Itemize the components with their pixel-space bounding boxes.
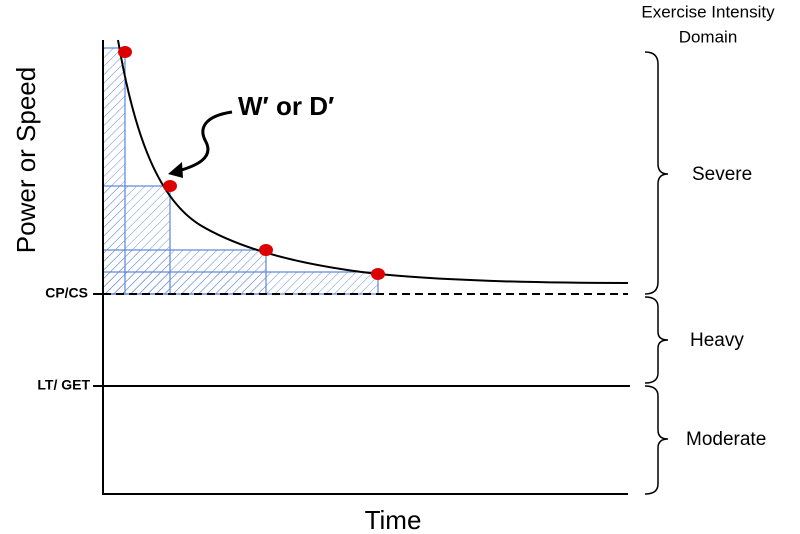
point [163,180,177,192]
y-axis-label: Power or Speed [11,67,41,253]
domain-title: Domain [679,27,738,46]
brace [644,296,669,384]
curve [117,39,629,284]
points [118,46,385,280]
arrowhead [168,162,183,178]
curve-label: W′ or D′ [238,91,334,121]
domain-label: Moderate [686,429,766,450]
domain-label: Severe [692,164,752,185]
threshold-label: LT/ GET [37,377,90,393]
braces [644,51,669,495]
x-axis-label: Time [365,505,422,534]
area-rect [102,271,379,295]
domain-label: Heavy [690,330,744,351]
threshold-label: CP/CS [45,285,88,301]
hatched-areas [102,47,379,295]
brace [644,51,669,295]
point [259,244,273,256]
point [118,46,132,58]
arrow [177,110,233,173]
point [371,268,385,280]
domain-title: Exercise Intensity [641,2,775,21]
brace [644,385,669,495]
